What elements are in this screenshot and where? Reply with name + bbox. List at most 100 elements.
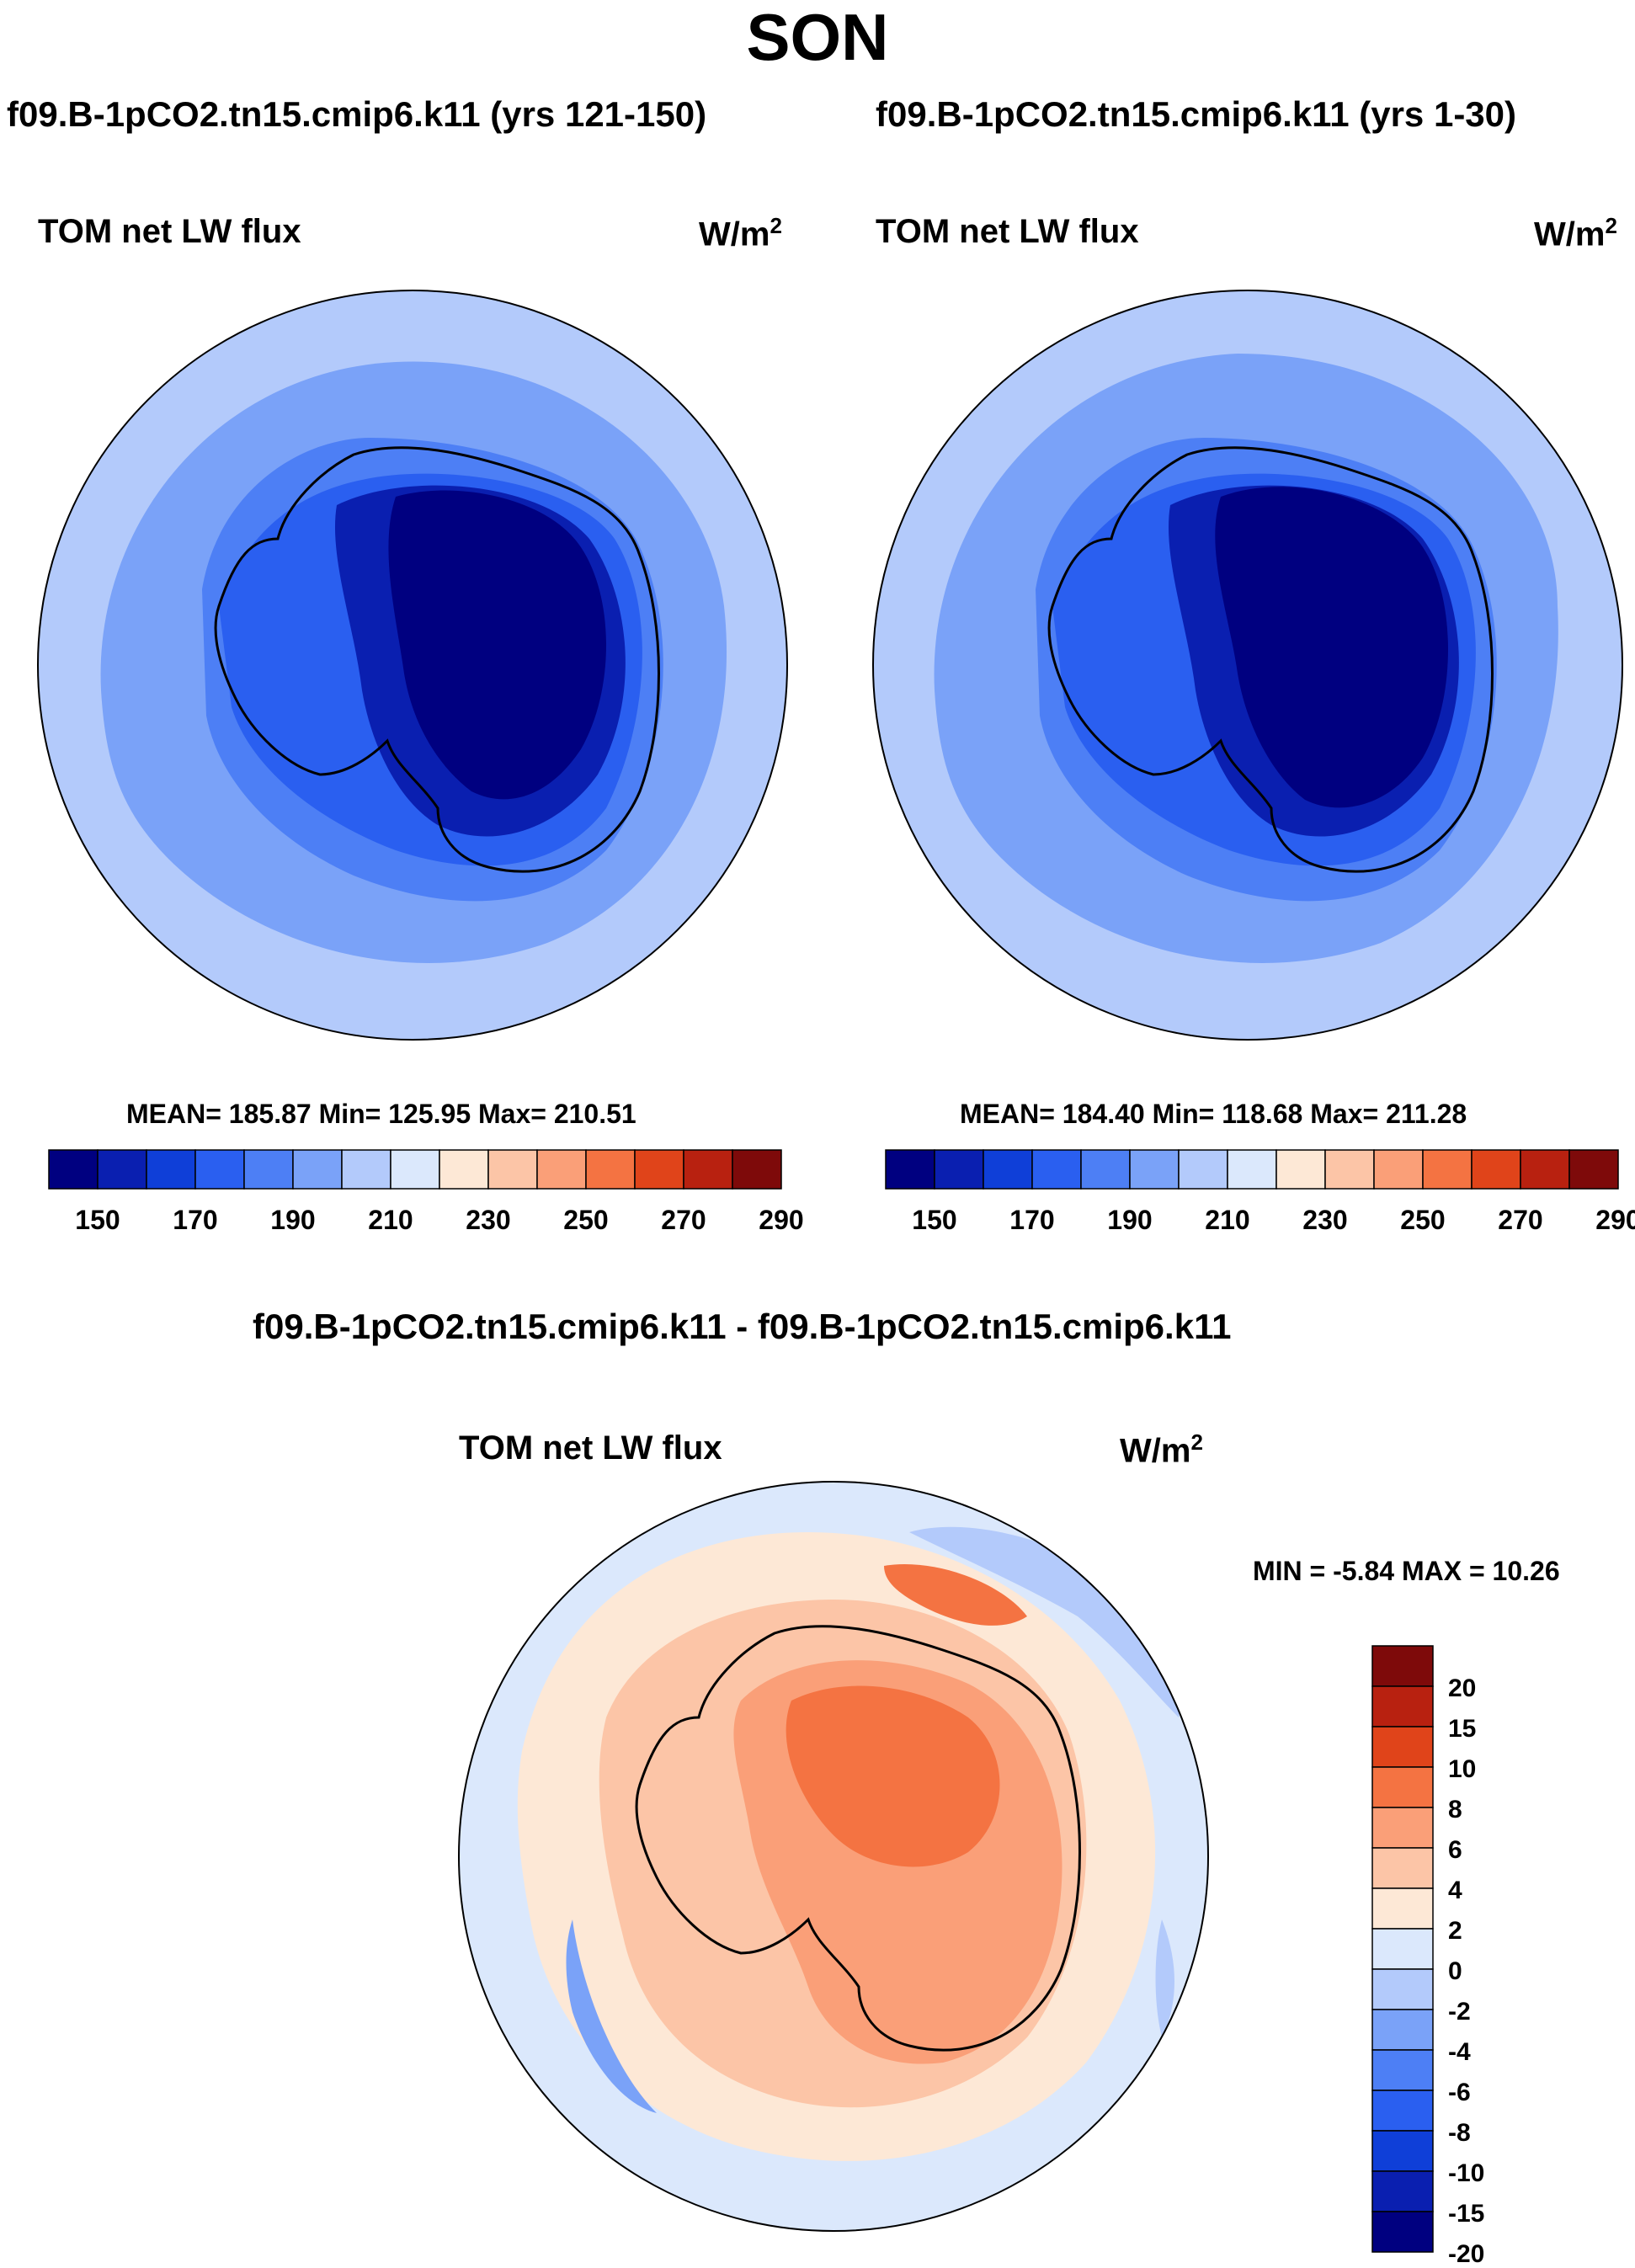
- diff-colorbar-swatch: [1371, 1847, 1434, 1889]
- right-colorbar-swatch: [1178, 1149, 1228, 1190]
- left-colorbar-swatch: [585, 1149, 636, 1190]
- left-colorbar-tick-label: 210: [368, 1205, 413, 1235]
- diff-case-title: f09.B-1pCO2.tn15.cmip6.k11 - f09.B-1pCO2…: [253, 1307, 1232, 1346]
- left-colorbar-tick-label: 170: [173, 1205, 217, 1235]
- right-colorbar-tick-label: 210: [1205, 1205, 1249, 1235]
- diff-colorbar-tick-label: -4: [1448, 2038, 1471, 2066]
- left-colorbar-swatch: [536, 1149, 587, 1190]
- right-colorbar-swatch: [1471, 1149, 1521, 1190]
- left-units-exp: 2: [770, 213, 782, 238]
- left-colorbar-tick-label: 270: [661, 1205, 706, 1235]
- left-colorbar-swatch: [390, 1149, 440, 1190]
- diff-colorbar-tick-label: 20: [1448, 1674, 1476, 1702]
- diff-units-exp: 2: [1190, 1429, 1203, 1455]
- left-colorbar-swatch: [97, 1149, 147, 1190]
- diff-units-label: W/m2: [1120, 1431, 1203, 1467]
- diff-colorbar-swatch: [1371, 1968, 1434, 2010]
- left-units-label: W/m2: [699, 215, 782, 251]
- diff-colorbar-swatch: [1371, 1645, 1434, 1687]
- right-colorbar-swatch: [1568, 1149, 1619, 1190]
- diff-colorbar-tick-label: -2: [1448, 1998, 1471, 2026]
- diff-colorbar-swatch: [1371, 2170, 1434, 2212]
- diff-units-base: W/m: [1120, 1432, 1191, 1470]
- diff-colorbar-tick-label: 2: [1448, 1917, 1462, 1945]
- left-colorbar-tick-label: 250: [563, 1205, 608, 1235]
- left-colorbar: 150 170 190 210 230 250 270 290: [48, 1149, 804, 1235]
- left-colorbar-swatch: [683, 1149, 733, 1190]
- diff-colorbar-swatch: [1371, 1887, 1434, 1930]
- right-colorbar-tick-label: 170: [1009, 1205, 1054, 1235]
- diff-colorbar-tick-label: 6: [1448, 1836, 1462, 1864]
- diff-colorbar-tick-label: -10: [1448, 2159, 1484, 2187]
- right-colorbar-tick-label: 250: [1400, 1205, 1445, 1235]
- diff-colorbar-tick-label: 0: [1448, 1957, 1462, 1985]
- diff-colorbar-swatch: [1371, 2130, 1434, 2172]
- right-colorbar-tick-label: 150: [912, 1205, 956, 1235]
- left-colorbar-tick-label: 230: [466, 1205, 510, 1235]
- left-colorbar-swatch: [732, 1149, 782, 1190]
- diff-colorbar-swatch: [1371, 1807, 1434, 1849]
- right-units-base: W/m: [1534, 216, 1606, 253]
- right-colorbar-tick-label: 230: [1302, 1205, 1347, 1235]
- right-colorbar-swatch: [1324, 1149, 1375, 1190]
- left-colorbar-tick-label: 150: [75, 1205, 120, 1235]
- left-map-border: [37, 290, 788, 1041]
- right-colorbar-swatch: [1373, 1149, 1424, 1190]
- left-stats: MEAN= 185.87 Min= 125.95 Max= 210.51: [126, 1099, 636, 1129]
- right-polar-map: [873, 290, 1622, 1040]
- diff-colorbar-swatch: [1371, 2049, 1434, 2091]
- figure-title: SON: [746, 0, 889, 74]
- left-variable-label: TOM net LW flux: [38, 213, 301, 250]
- diff-colorbar-swatch: [1371, 2009, 1434, 2051]
- diff-colorbar-swatch: [1371, 1766, 1434, 1808]
- right-colorbar-tick-label: 270: [1498, 1205, 1542, 1235]
- diff-colorbar-tick-label: 4: [1448, 1877, 1462, 1904]
- diff-colorbar-tick-label: 8: [1448, 1796, 1462, 1823]
- diff-colorbar-swatch: [1371, 2211, 1434, 2253]
- diff-colorbar-tick-label: -15: [1448, 2200, 1484, 2228]
- right-colorbar-swatch: [1422, 1149, 1473, 1190]
- right-colorbar-swatch: [983, 1149, 1033, 1190]
- right-case-title: f09.B-1pCO2.tn15.cmip6.k11 (yrs 1-30): [876, 94, 1517, 134]
- left-colorbar-swatch: [439, 1149, 489, 1190]
- diff-colorbar-tick-label: -6: [1448, 2079, 1471, 2106]
- diff-stats: MIN = -5.84 MAX = 10.26: [1253, 1556, 1560, 1586]
- right-colorbar-swatch: [934, 1149, 984, 1190]
- diff-colorbar-tick-label: -20: [1448, 2240, 1484, 2268]
- diff-colorbar-tick-label: 15: [1448, 1715, 1476, 1743]
- left-colorbar-swatch: [487, 1149, 538, 1190]
- right-units-exp: 2: [1605, 213, 1617, 238]
- right-colorbar-swatch: [1520, 1149, 1570, 1190]
- diff-colorbar-tick-label: -8: [1448, 2119, 1471, 2147]
- right-colorbar-swatch: [1080, 1149, 1131, 1190]
- right-colorbar-swatch: [885, 1149, 935, 1190]
- left-polar-map: [38, 290, 787, 1040]
- left-colorbar-swatch: [634, 1149, 684, 1190]
- diff-polar-map: [459, 1482, 1208, 2231]
- right-colorbar-swatch: [1031, 1149, 1082, 1190]
- right-map-border: [872, 290, 1623, 1041]
- diff-colorbar-swatch: [1371, 2090, 1434, 2132]
- right-variable-label: TOM net LW flux: [876, 213, 1139, 250]
- right-colorbar: 150 170 190 210 230 250 270 290: [885, 1149, 1635, 1235]
- right-units-label: W/m2: [1534, 215, 1617, 251]
- left-colorbar-swatch: [194, 1149, 245, 1190]
- right-colorbar-swatch: [1276, 1149, 1326, 1190]
- left-case-title: f09.B-1pCO2.tn15.cmip6.k11 (yrs 121-150): [7, 94, 707, 134]
- diff-colorbar-swatch: [1371, 1928, 1434, 1970]
- left-units-base: W/m: [699, 216, 770, 253]
- right-stats: MEAN= 184.40 Min= 118.68 Max= 211.28: [960, 1099, 1467, 1129]
- left-colorbar-tick-label: 290: [759, 1205, 803, 1235]
- diff-variable-label: TOM net LW flux: [459, 1429, 722, 1467]
- left-colorbar-swatch: [48, 1149, 99, 1190]
- right-colorbar-tick-label: 190: [1107, 1205, 1152, 1235]
- left-colorbar-swatch: [146, 1149, 196, 1190]
- left-colorbar-swatch: [243, 1149, 294, 1190]
- diff-colorbar-tick-label: 10: [1448, 1755, 1476, 1783]
- diff-map-border: [458, 1481, 1209, 2232]
- left-colorbar-tick-label: 190: [270, 1205, 315, 1235]
- right-colorbar-swatch: [1129, 1149, 1180, 1190]
- left-colorbar-swatch: [341, 1149, 391, 1190]
